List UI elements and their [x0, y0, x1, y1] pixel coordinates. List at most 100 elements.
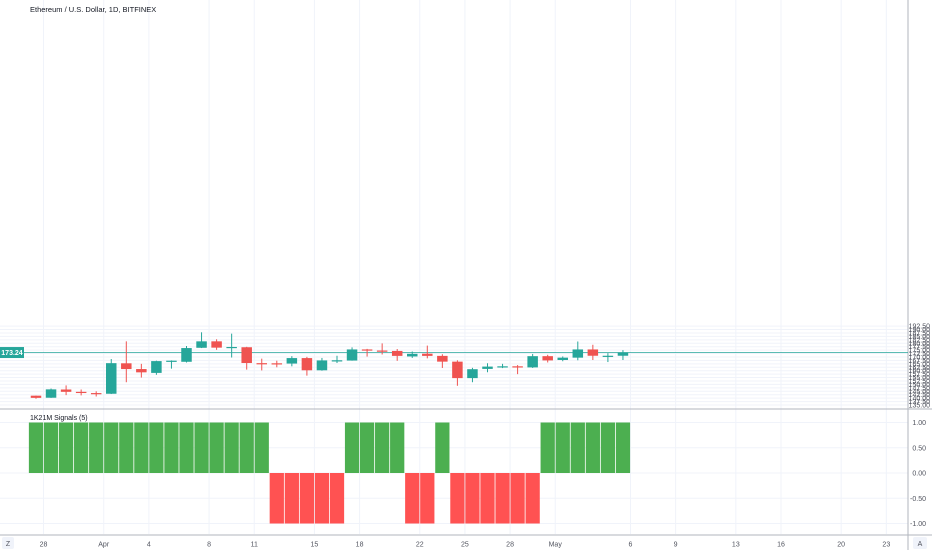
price-tick-label: 177.50	[909, 344, 931, 351]
time-tick-label: 16	[777, 542, 785, 549]
candle-body	[512, 366, 523, 368]
signal-bar	[164, 422, 179, 473]
time-tick-label: 28	[40, 542, 48, 549]
candle-body	[211, 341, 222, 348]
signal-bar	[209, 422, 224, 473]
candle-body	[497, 366, 508, 368]
candle-body	[542, 356, 553, 361]
time-tick-label: 15	[311, 542, 319, 549]
signal-bar	[254, 422, 269, 473]
auto-scale-button-label[interactable]: A	[918, 541, 923, 548]
time-tick-label: 6	[629, 542, 633, 549]
time-tick-label: 22	[416, 542, 424, 549]
price-tick-label: 135.00	[909, 403, 931, 410]
signal-bar	[269, 473, 284, 524]
price-tick-label: 192.50	[909, 324, 931, 331]
candle-body	[75, 391, 87, 394]
candle	[452, 360, 463, 386]
price-tick-label: 185.00	[909, 334, 931, 341]
candle	[136, 363, 147, 378]
candle	[226, 333, 237, 358]
candle	[301, 356, 313, 376]
signal-bar	[194, 422, 209, 473]
candle-body	[572, 349, 584, 358]
price-tick-label: 172.50	[909, 351, 931, 358]
candle	[437, 354, 448, 368]
indicator-tick-label: 0.00	[912, 471, 926, 478]
time-tick-label: 11	[251, 542, 258, 549]
auto-scale-button-bg[interactable]	[913, 537, 927, 549]
auto-scale-button[interactable]: A	[913, 537, 927, 549]
signal-bar	[465, 473, 480, 524]
signal-bar	[435, 422, 450, 473]
candle	[512, 365, 523, 375]
candle-body	[30, 395, 42, 398]
candle	[617, 350, 629, 360]
signal-bar	[74, 422, 89, 473]
candle-body	[241, 347, 252, 364]
candle-body	[256, 363, 267, 365]
candle-body	[391, 350, 403, 356]
indicator-tick-label: -1.00	[910, 521, 926, 528]
signal-bar	[344, 422, 360, 473]
signal-bar	[284, 473, 299, 524]
candle-body	[286, 358, 298, 364]
candle	[602, 353, 614, 363]
price-tick-label: 182.50	[909, 337, 931, 344]
signal-bar	[89, 422, 104, 473]
price-tick-label: 157.50	[909, 372, 931, 379]
signal-bar	[134, 422, 149, 473]
candle-body	[121, 363, 132, 370]
signal-bar	[615, 422, 631, 473]
candle	[376, 343, 388, 355]
candle	[286, 356, 298, 367]
signal-bar	[104, 422, 119, 473]
candle	[467, 367, 478, 383]
candle-body	[166, 360, 177, 362]
price-tick-label: 165.00	[909, 361, 931, 368]
time-tick-label: 13	[732, 542, 740, 549]
indicator-tick-label: 1.00	[912, 420, 926, 427]
log-scale-button[interactable]: Z	[2, 537, 14, 549]
last-price-tag: 173.24	[0, 347, 24, 359]
candle	[90, 391, 102, 397]
candle	[316, 357, 328, 371]
indicator-axis: 1.00 0.50 0.00 -0.50 -1.00	[910, 420, 926, 528]
price-tick-label: 162.50	[909, 365, 931, 372]
indicator-tick-label: -0.50	[910, 496, 926, 503]
signal-bar	[420, 473, 435, 524]
candle	[391, 349, 403, 361]
log-scale-button-label[interactable]: Z	[6, 541, 11, 548]
signal-bar	[585, 422, 600, 473]
candle	[166, 360, 177, 369]
time-tick-label: Apr	[98, 542, 110, 549]
signal-bar	[239, 422, 254, 473]
price-tick-label: 175.00	[909, 348, 931, 355]
candle	[527, 353, 538, 368]
time-tick-label: 20	[837, 542, 845, 549]
signal-bar	[540, 422, 555, 473]
candle-body	[467, 369, 478, 379]
candle	[557, 356, 568, 362]
signal-bar	[375, 422, 390, 473]
candle	[121, 341, 132, 383]
candle-body	[407, 353, 418, 357]
price-tick-label: 140.00	[909, 396, 931, 403]
price-tick-label: 187.50	[909, 330, 931, 337]
price-tick-label: 155.00	[909, 375, 931, 382]
time-tick-label: 9	[674, 542, 678, 549]
candle-body	[271, 363, 283, 365]
time-tick-label: May	[549, 542, 563, 549]
signal-bar	[43, 422, 59, 473]
candle-body	[617, 352, 629, 356]
candle	[181, 346, 192, 363]
log-scale-button-bg[interactable]	[2, 537, 14, 549]
candle-body	[226, 346, 237, 349]
candle-body	[106, 363, 117, 394]
signal-bar	[359, 422, 375, 473]
price-tick-label: 160.00	[909, 368, 931, 375]
candle	[60, 385, 72, 396]
candle-body	[602, 355, 614, 357]
signal-bar	[555, 422, 570, 473]
